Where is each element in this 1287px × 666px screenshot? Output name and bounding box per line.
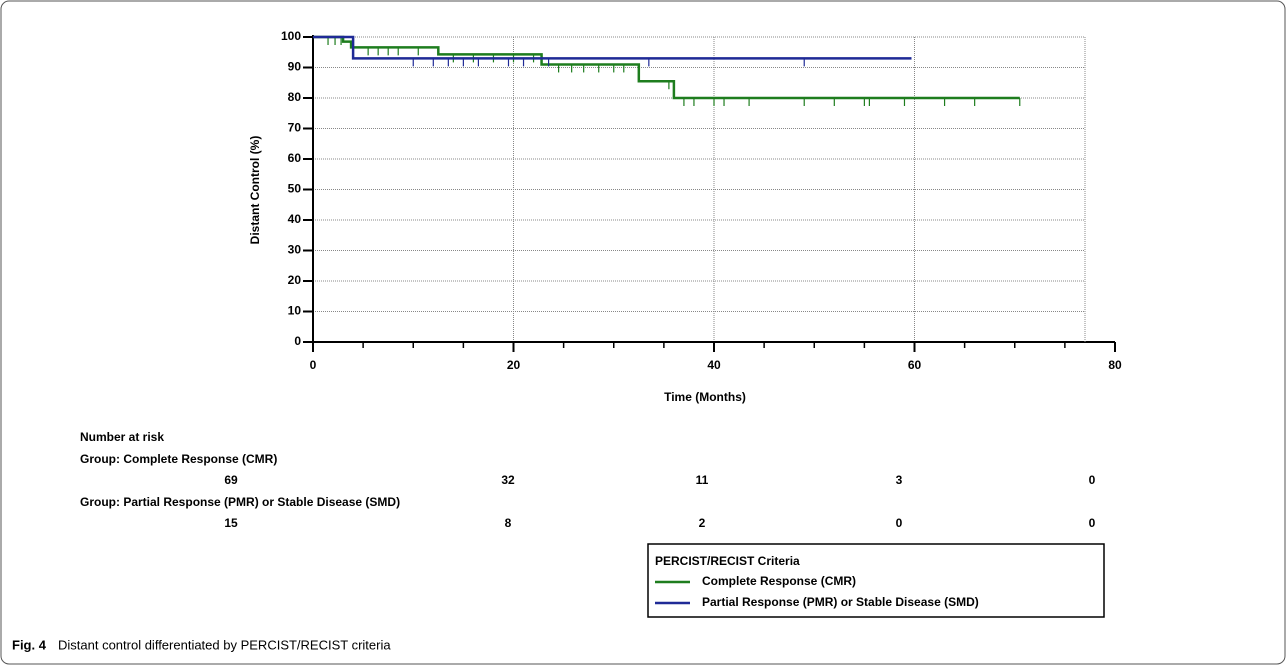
y-tick-label: 20 — [288, 273, 302, 287]
risk-count: 0 — [1089, 516, 1096, 530]
y-tick-label: 60 — [288, 151, 302, 165]
legend-label: Complete Response (CMR) — [702, 574, 856, 588]
survival-curve — [313, 35, 1020, 100]
x-axis-label: Time (Months) — [664, 390, 746, 404]
x-tick-label: 60 — [908, 358, 922, 372]
y-tick-label: 70 — [288, 121, 302, 135]
x-tick-label: 20 — [507, 358, 521, 372]
x-tick-label: 0 — [310, 358, 317, 372]
risk-count: 2 — [699, 516, 706, 530]
legend-label: Partial Response (PMR) or Stable Disease… — [702, 595, 979, 609]
risk-count: 0 — [1089, 473, 1096, 487]
x-tick-label: 80 — [1108, 358, 1122, 372]
risk-count: 3 — [896, 473, 903, 487]
y-tick-label: 10 — [288, 304, 302, 318]
risk-group-label: Group: Complete Response (CMR) — [80, 452, 277, 466]
risk-title: Number at risk — [80, 430, 164, 444]
survival-curve — [313, 35, 912, 60]
caption-text: Distant control differentiated by PERCIS… — [58, 637, 391, 652]
legend-box — [647, 543, 1105, 618]
y-tick-label: 50 — [288, 182, 302, 196]
y-tick-label: 90 — [288, 60, 302, 74]
legend-title: PERCIST/RECIST Criteria — [655, 554, 800, 568]
x-tick-label: 40 — [707, 358, 721, 372]
y-tick-label: 100 — [281, 29, 301, 43]
y-tick-label: 40 — [288, 212, 302, 226]
risk-count: 15 — [224, 516, 238, 530]
risk-group-label: Group: Partial Response (PMR) or Stable … — [80, 495, 400, 509]
caption-label: Fig. 4 — [12, 637, 47, 652]
risk-count: 11 — [696, 473, 709, 487]
y-tick-label: 30 — [288, 243, 302, 257]
risk-count: 8 — [505, 516, 512, 530]
y-axis-label: Distant Control (%) — [248, 136, 262, 245]
y-tick-label: 80 — [288, 90, 302, 104]
risk-count: 69 — [224, 473, 238, 487]
y-tick-label: 0 — [294, 334, 301, 348]
risk-count: 0 — [896, 516, 903, 530]
risk-count: 32 — [501, 473, 515, 487]
